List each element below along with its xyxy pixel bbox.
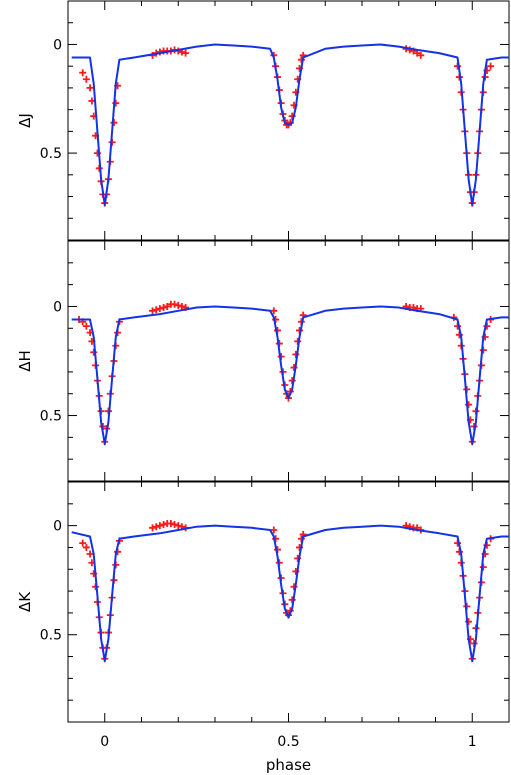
data-point — [82, 322, 90, 330]
x-axis-label: phase — [266, 756, 311, 774]
x-tick-label: 1 — [468, 734, 477, 750]
plot-frame — [67, 240, 510, 482]
plot-frame — [67, 0, 510, 241]
plot-area — [71, 519, 509, 663]
plot-frame — [67, 481, 510, 723]
y-axis-label: ΔK — [16, 591, 34, 612]
panel-k: 0 0.5 ΔK 0 0.5 1 phase — [16, 481, 510, 774]
y-tick-label: 0 — [53, 519, 62, 535]
panel-j: 0 0.5 ΔJ — [16, 0, 510, 241]
y-axis-label: ΔH — [16, 350, 34, 372]
data-point — [174, 522, 182, 530]
plot-area — [71, 300, 509, 446]
data-point — [174, 301, 182, 309]
model-light-curve — [71, 305, 509, 445]
data-point — [156, 305, 164, 313]
data-point — [160, 304, 168, 312]
model-light-curve — [71, 524, 509, 662]
data-point — [171, 521, 179, 529]
data-point — [270, 307, 278, 315]
data-point — [86, 550, 94, 558]
data-point — [178, 302, 186, 310]
x-tick-label: 0.5 — [277, 734, 299, 750]
y-tick-label: 0.5 — [40, 146, 62, 162]
data-point — [149, 524, 157, 532]
data-point — [152, 306, 160, 314]
y-axis-label: ΔJ — [16, 113, 34, 128]
y-tick-label: 0 — [53, 299, 62, 315]
data-point — [487, 62, 495, 70]
data-point — [182, 49, 190, 57]
data-point — [163, 302, 171, 310]
data-point — [417, 51, 425, 59]
data-point — [79, 69, 87, 77]
panel-h: 0 0.5 ΔH — [16, 240, 510, 482]
y-tick-label: 0.5 — [40, 409, 62, 425]
data-point — [270, 526, 278, 534]
data-point — [160, 521, 168, 529]
model-light-curve — [71, 43, 509, 207]
data-point — [82, 543, 90, 551]
data-point — [152, 523, 160, 531]
data-point — [156, 522, 164, 530]
plot-area — [71, 43, 509, 207]
data-point — [79, 539, 87, 547]
data-point — [167, 519, 175, 527]
x-tick-label: 0 — [100, 734, 109, 750]
y-tick-label: 0.5 — [40, 628, 62, 644]
y-tick-label: 0 — [53, 37, 62, 53]
data-point — [86, 84, 94, 92]
data-point — [82, 75, 90, 83]
data-point — [171, 300, 179, 308]
data-point — [149, 307, 157, 315]
